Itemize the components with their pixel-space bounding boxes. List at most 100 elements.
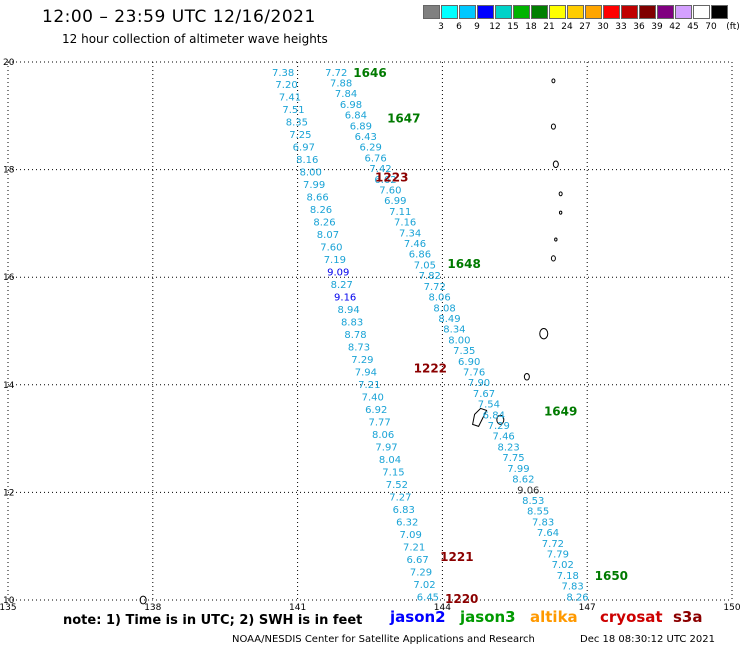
wave-height-value: 6.45	[417, 592, 439, 603]
wave-height-value: 7.99	[303, 180, 325, 191]
wave-height-value: 7.84	[335, 89, 357, 100]
wave-height-value: 8.27	[331, 280, 353, 291]
wave-height-value: 7.40	[362, 392, 384, 403]
wave-height-value: 9.06	[517, 485, 539, 496]
wave-height-value: 7.60	[320, 243, 342, 254]
wave-height-value: 8.78	[344, 330, 366, 341]
wave-height-value: 7.02	[413, 580, 435, 591]
color-swatch	[513, 5, 530, 19]
wave-height-value: 8.34	[443, 325, 465, 336]
wave-height-value: 8.26	[566, 592, 588, 603]
pass-time-label: 1646	[353, 66, 386, 80]
wave-height-value: 8.66	[306, 193, 328, 204]
lat-tick-label: 16	[3, 273, 15, 283]
units-note: note: 1) Time is in UTC; 2) SWH is in fe…	[63, 613, 363, 628]
wave-height-value: 8.07	[317, 230, 339, 241]
island-outline	[558, 191, 563, 197]
wave-height-value: 7.46	[404, 239, 426, 250]
wave-height-value: 8.08	[433, 303, 455, 314]
color-swatch	[531, 5, 548, 19]
wave-height-value: 7.29	[351, 355, 373, 366]
wave-height-value: 7.77	[369, 417, 391, 428]
wave-height-value: 7.38	[272, 68, 294, 79]
wave-height-value: 6.90	[458, 357, 480, 368]
wave-height-value: 7.82	[419, 271, 441, 282]
island-outline	[550, 255, 556, 262]
wave-height-value: 6.89	[350, 121, 372, 132]
color-swatch	[603, 5, 620, 19]
wave-height-value: 7.79	[547, 549, 569, 560]
wave-height-value: 8.26	[310, 205, 332, 216]
page-title: 12:00 – 23:59 UTC 12/16/2021	[42, 7, 316, 27]
wave-height-value: 8.55	[527, 507, 549, 518]
wave-height-value: 7.67	[473, 389, 495, 400]
wave-height-value: 8.00	[448, 335, 470, 346]
wave-height-value: 7.21	[403, 542, 425, 553]
wave-height-value: 7.94	[355, 368, 377, 379]
wave-height-value: 7.83	[532, 517, 554, 528]
wave-height-value: 7.90	[468, 378, 490, 389]
wave-height-value: 7.76	[463, 368, 485, 379]
wave-height-value: 7.29	[488, 421, 510, 432]
wave-height-value: 7.75	[502, 453, 524, 464]
wave-height-value: 6.62	[374, 175, 396, 186]
color-swatch	[693, 5, 710, 19]
wave-height-value: 7.11	[389, 207, 411, 218]
wave-height-value: 7.15	[382, 467, 404, 478]
wave-height-value: 8.62	[512, 475, 534, 486]
wave-height-value: 7.64	[537, 528, 559, 539]
page-subtitle: 12 hour collection of altimeter wave hei…	[62, 32, 328, 46]
pass-time-label: 1648	[447, 257, 480, 271]
wave-height-value: 7.51	[282, 105, 304, 116]
color-scale-unit: (ft)	[726, 22, 740, 32]
pass-time-label: 1223	[375, 171, 408, 185]
wave-height-value: 7.72	[325, 68, 347, 79]
wave-height-value: 9.09	[327, 268, 349, 279]
island-outline	[139, 595, 147, 605]
wave-height-value: 7.97	[375, 442, 397, 453]
color-swatch	[495, 5, 512, 19]
wave-height-values: 7.387.207.417.518.357.256.978.168.007.99…	[272, 68, 589, 604]
lon-tick-label: 141	[289, 603, 306, 613]
lon-tick-label: 138	[144, 603, 161, 613]
wave-height-value: 7.18	[557, 571, 579, 582]
lon-tick-label: 135	[0, 603, 17, 613]
pass-time-label: 1220	[445, 592, 478, 606]
color-scale-tick: 12	[489, 22, 501, 32]
wave-height-value: 6.76	[364, 153, 386, 164]
lon-tick-label: 147	[579, 603, 596, 613]
lon-tick-label: 150	[723, 603, 740, 613]
wave-height-value: 8.00	[300, 168, 322, 179]
wave-height-value: 7.83	[561, 582, 583, 593]
wave-height-value: 7.52	[386, 480, 408, 491]
wave-height-value: 7.29	[410, 567, 432, 578]
lat-tick-label: 20	[3, 58, 15, 68]
legend-jason3: jason3	[460, 608, 516, 626]
wave-height-value: 7.54	[478, 400, 500, 411]
pass-time-label: 1222	[414, 362, 447, 376]
island-outline	[523, 372, 530, 381]
wave-height-value: 9.16	[334, 293, 356, 304]
color-scale-tick: 33	[615, 22, 627, 32]
wave-height-value: 6.97	[293, 143, 315, 154]
lat-lon-grid	[7, 61, 733, 601]
legend-jason2: jason2	[390, 608, 446, 626]
color-scale-tick: 42	[669, 22, 681, 32]
wave-height-value: 7.20	[275, 80, 297, 91]
color-swatch	[585, 5, 602, 19]
wave-height-value: 7.16	[394, 218, 416, 229]
wave-height-value: 7.46	[493, 432, 515, 443]
color-swatch	[423, 5, 440, 19]
coastlines	[139, 78, 563, 605]
color-scale-tick: 45	[687, 22, 699, 32]
wave-height-value: 8.83	[341, 318, 363, 329]
wave-height-value: 8.26	[313, 218, 335, 229]
color-scale-tick: 36	[633, 22, 645, 32]
island-outline	[539, 327, 549, 340]
wave-height-value: 8.49	[438, 314, 460, 325]
color-swatch	[477, 5, 494, 19]
island-outline	[552, 160, 559, 168]
color-scale-tick: 39	[651, 22, 663, 32]
color-scale-tick: 3	[438, 22, 444, 32]
wave-height-value: 6.29	[360, 143, 382, 154]
